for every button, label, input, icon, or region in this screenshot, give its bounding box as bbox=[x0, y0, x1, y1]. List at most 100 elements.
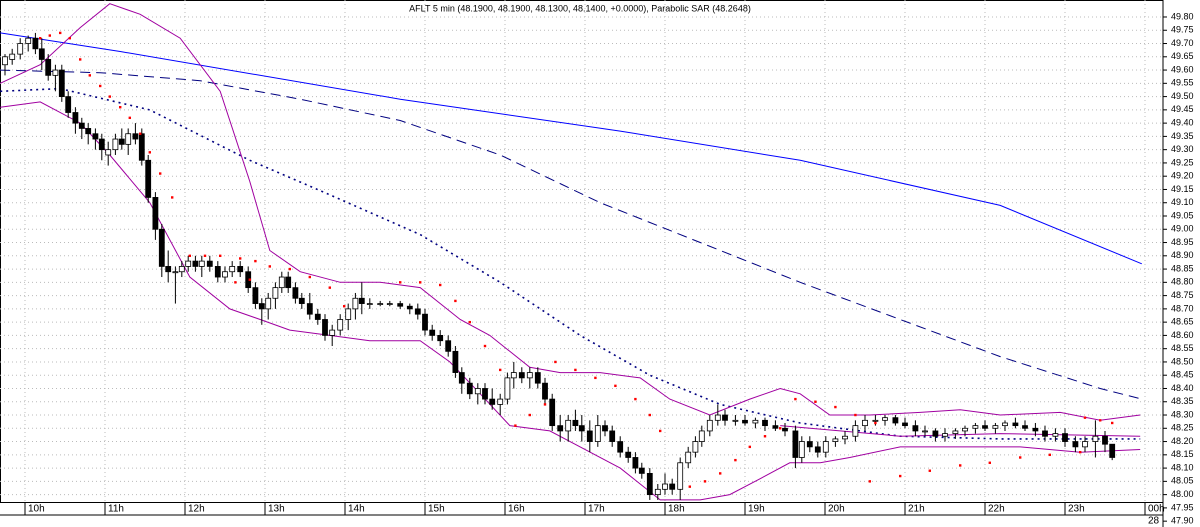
sar-dot bbox=[928, 469, 931, 472]
y-tick-label: 48.75 bbox=[1171, 290, 1194, 300]
candle-body bbox=[1042, 430, 1048, 437]
candle-body bbox=[38, 48, 45, 60]
candle-body bbox=[429, 329, 436, 336]
candle-body bbox=[638, 467, 645, 474]
sar-dot bbox=[659, 429, 662, 433]
candle-body bbox=[872, 419, 879, 422]
sar-dot bbox=[399, 281, 402, 284]
sar-dot bbox=[1079, 450, 1082, 454]
sar-dot bbox=[779, 427, 782, 430]
y-tick-label: 49.55 bbox=[1171, 78, 1194, 88]
candle-body bbox=[1109, 443, 1116, 458]
candle-body bbox=[1012, 422, 1019, 427]
candle-body bbox=[252, 287, 259, 304]
candle-body bbox=[366, 303, 373, 305]
candle-body bbox=[685, 451, 692, 464]
y-tick-label: 48.05 bbox=[1171, 476, 1194, 486]
y-tick-label: 49.40 bbox=[1171, 118, 1194, 128]
sar-dot bbox=[574, 368, 577, 372]
candle-body bbox=[214, 266, 221, 278]
candle-body bbox=[489, 398, 496, 405]
sar-dot bbox=[88, 74, 91, 77]
sar-dot bbox=[834, 405, 837, 409]
candle-body bbox=[557, 425, 564, 432]
y-tick-label: 48.00 bbox=[1171, 489, 1194, 499]
sar-dot bbox=[874, 421, 877, 425]
candle-body bbox=[278, 276, 285, 289]
candle-body bbox=[206, 260, 213, 267]
sar-dot bbox=[343, 305, 346, 308]
candle-body bbox=[229, 266, 236, 273]
sar-dot bbox=[128, 116, 131, 120]
sar-dot bbox=[328, 286, 331, 289]
candle-body bbox=[158, 228, 165, 267]
candle-body bbox=[862, 419, 868, 427]
candle-body bbox=[397, 303, 404, 307]
y-tick-label: 48.60 bbox=[1171, 330, 1194, 340]
sar-dot bbox=[239, 257, 242, 260]
candle-body bbox=[17, 43, 24, 55]
y-tick-label: 49.50 bbox=[1171, 91, 1194, 101]
y-tick-label: 49.10 bbox=[1171, 197, 1194, 207]
x-tick-label: 10h bbox=[28, 504, 45, 515]
x-tick-label: 00h bbox=[1148, 504, 1165, 515]
y-tick-label: 47.90 bbox=[1171, 516, 1194, 526]
x-tick-label: 14h bbox=[348, 504, 365, 515]
sar-dot bbox=[1099, 419, 1102, 422]
y-tick-label: 49.20 bbox=[1171, 171, 1194, 181]
candle-body bbox=[992, 425, 999, 429]
candle-body bbox=[932, 430, 939, 437]
candle-body bbox=[1052, 433, 1059, 437]
candle-body bbox=[192, 260, 199, 267]
candle-body bbox=[882, 417, 888, 421]
sar-dot bbox=[248, 278, 251, 281]
candle-body bbox=[345, 308, 352, 320]
indicator-line bbox=[0, 101, 1141, 501]
y-tick-label: 49.05 bbox=[1171, 210, 1194, 220]
candle-body bbox=[445, 340, 452, 352]
sar-dot bbox=[139, 132, 142, 135]
candle-body bbox=[912, 425, 919, 432]
candle-body bbox=[358, 297, 365, 304]
candle-body bbox=[314, 313, 321, 320]
candle-body bbox=[65, 96, 72, 113]
candle-body bbox=[1022, 425, 1028, 429]
candle-body bbox=[352, 297, 359, 310]
candle-body bbox=[572, 419, 579, 427]
candle-body bbox=[145, 159, 152, 198]
sar-dot bbox=[734, 458, 737, 462]
y-tick-label: 48.50 bbox=[1171, 356, 1194, 366]
indicator-line bbox=[0, 32, 1142, 265]
candle-body bbox=[822, 441, 829, 453]
y-tick-label: 48.20 bbox=[1171, 436, 1194, 446]
sar-dot bbox=[99, 84, 102, 88]
sar-dot bbox=[1048, 453, 1051, 457]
candle-body bbox=[138, 133, 145, 161]
candle-body bbox=[772, 425, 779, 429]
indicator-line bbox=[780, 425, 1141, 437]
candle-body bbox=[386, 303, 393, 305]
candle-body bbox=[698, 430, 705, 442]
candle-body bbox=[414, 308, 421, 315]
candle-body bbox=[549, 398, 556, 427]
candle-body bbox=[982, 425, 988, 429]
candle-body bbox=[1032, 427, 1039, 432]
sar-dot bbox=[159, 172, 162, 175]
y-tick-label: 48.70 bbox=[1171, 303, 1194, 313]
x-tick-label: 17h bbox=[588, 504, 605, 515]
candle-body bbox=[118, 138, 125, 145]
sar-dot bbox=[514, 424, 517, 427]
candle-body bbox=[452, 350, 459, 373]
sar-dot bbox=[108, 95, 111, 98]
candle-body bbox=[285, 276, 292, 289]
y-tick-label: 48.85 bbox=[1171, 263, 1194, 273]
y-tick-label: 47.95 bbox=[1171, 502, 1194, 512]
sar-dot bbox=[419, 281, 422, 284]
candle-body bbox=[646, 472, 653, 496]
candle-body bbox=[72, 112, 79, 124]
candle-body bbox=[306, 303, 313, 315]
candle-body bbox=[198, 260, 205, 267]
sar-dot bbox=[499, 368, 502, 372]
candle-body bbox=[922, 430, 928, 433]
candle-body bbox=[706, 419, 713, 432]
